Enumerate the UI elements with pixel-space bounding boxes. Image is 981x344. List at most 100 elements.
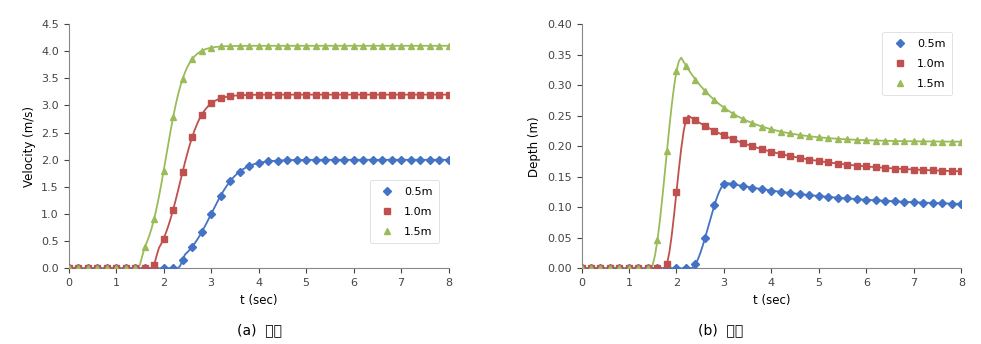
0.5m <box>186 245 198 249</box>
0.5m <box>908 200 920 204</box>
0.5m <box>386 158 397 162</box>
0.5m <box>196 230 208 234</box>
0.5m <box>643 266 654 270</box>
1.5m <box>651 238 663 242</box>
0.5m <box>794 192 805 196</box>
0.5m <box>832 196 844 200</box>
1.5m <box>338 44 350 48</box>
Legend: 0.5m, 1.0m, 1.5m: 0.5m, 1.0m, 1.5m <box>370 180 439 243</box>
0.5m <box>91 266 103 270</box>
1.0m <box>63 266 75 270</box>
0.5m <box>917 201 929 205</box>
0.5m <box>63 266 75 270</box>
1.0m <box>889 166 901 171</box>
1.5m <box>775 130 787 134</box>
1.5m <box>708 98 720 102</box>
1.5m <box>690 77 701 82</box>
1.5m <box>434 44 445 48</box>
X-axis label: t (sec): t (sec) <box>240 293 278 307</box>
1.5m <box>395 44 407 48</box>
0.5m <box>442 158 454 162</box>
1.0m <box>386 93 397 97</box>
1.5m <box>737 117 749 121</box>
1.0m <box>860 164 872 169</box>
1.0m <box>434 93 445 97</box>
1.0m <box>813 159 825 163</box>
1.5m <box>718 106 730 110</box>
1.5m <box>908 139 920 143</box>
1.5m <box>424 44 436 48</box>
1.0m <box>205 101 217 106</box>
1.5m <box>927 139 939 143</box>
1.0m <box>718 133 730 138</box>
0.5m <box>243 164 255 168</box>
1.0m <box>414 93 426 97</box>
1.5m <box>177 77 188 81</box>
1.0m <box>120 266 131 270</box>
1.5m <box>946 140 957 144</box>
1.5m <box>148 217 160 221</box>
Line: 1.0m: 1.0m <box>579 117 964 271</box>
0.5m <box>671 266 683 270</box>
1.0m <box>376 93 387 97</box>
0.5m <box>414 158 426 162</box>
1.5m <box>917 139 929 143</box>
Y-axis label: Depth (m): Depth (m) <box>529 116 542 176</box>
0.5m <box>822 195 834 199</box>
0.5m <box>756 187 768 191</box>
1.0m <box>613 266 625 270</box>
0.5m <box>880 199 892 203</box>
1.0m <box>946 169 957 173</box>
0.5m <box>310 158 322 162</box>
1.0m <box>585 266 596 270</box>
Text: (b)  수심: (b) 수심 <box>698 323 744 337</box>
0.5m <box>803 193 815 197</box>
0.5m <box>927 201 939 205</box>
1.0m <box>842 163 853 167</box>
Y-axis label: Velocity (m/s): Velocity (m/s) <box>23 106 35 187</box>
0.5m <box>120 266 131 270</box>
1.5m <box>186 57 198 61</box>
1.5m <box>290 44 302 48</box>
Line: 0.5m: 0.5m <box>66 157 451 271</box>
1.0m <box>690 118 701 122</box>
1.5m <box>158 169 170 173</box>
1.5m <box>842 137 853 141</box>
1.5m <box>680 64 692 68</box>
1.5m <box>414 44 426 48</box>
1.5m <box>357 44 369 48</box>
1.0m <box>937 169 949 173</box>
X-axis label: t (sec): t (sec) <box>752 293 790 307</box>
1.5m <box>613 266 625 270</box>
1.5m <box>899 139 910 143</box>
0.5m <box>737 184 749 188</box>
1.0m <box>737 141 749 145</box>
1.5m <box>832 137 844 141</box>
0.5m <box>937 201 949 205</box>
0.5m <box>604 266 616 270</box>
1.5m <box>225 44 236 48</box>
0.5m <box>708 203 720 207</box>
1.0m <box>186 135 198 139</box>
1.0m <box>138 266 150 270</box>
1.0m <box>927 168 939 172</box>
1.5m <box>81 266 93 270</box>
1.0m <box>329 93 340 97</box>
0.5m <box>728 182 740 186</box>
0.5m <box>765 189 777 193</box>
1.5m <box>300 44 312 48</box>
1.5m <box>889 139 901 143</box>
0.5m <box>215 194 227 198</box>
1.0m <box>661 262 673 266</box>
0.5m <box>272 159 284 163</box>
0.5m <box>785 191 797 195</box>
1.0m <box>395 93 407 97</box>
1.0m <box>177 170 188 174</box>
1.0m <box>73 266 84 270</box>
1.5m <box>347 44 359 48</box>
1.0m <box>225 94 236 98</box>
0.5m <box>860 198 872 202</box>
0.5m <box>367 158 379 162</box>
1.0m <box>310 93 322 97</box>
1.5m <box>756 125 768 129</box>
